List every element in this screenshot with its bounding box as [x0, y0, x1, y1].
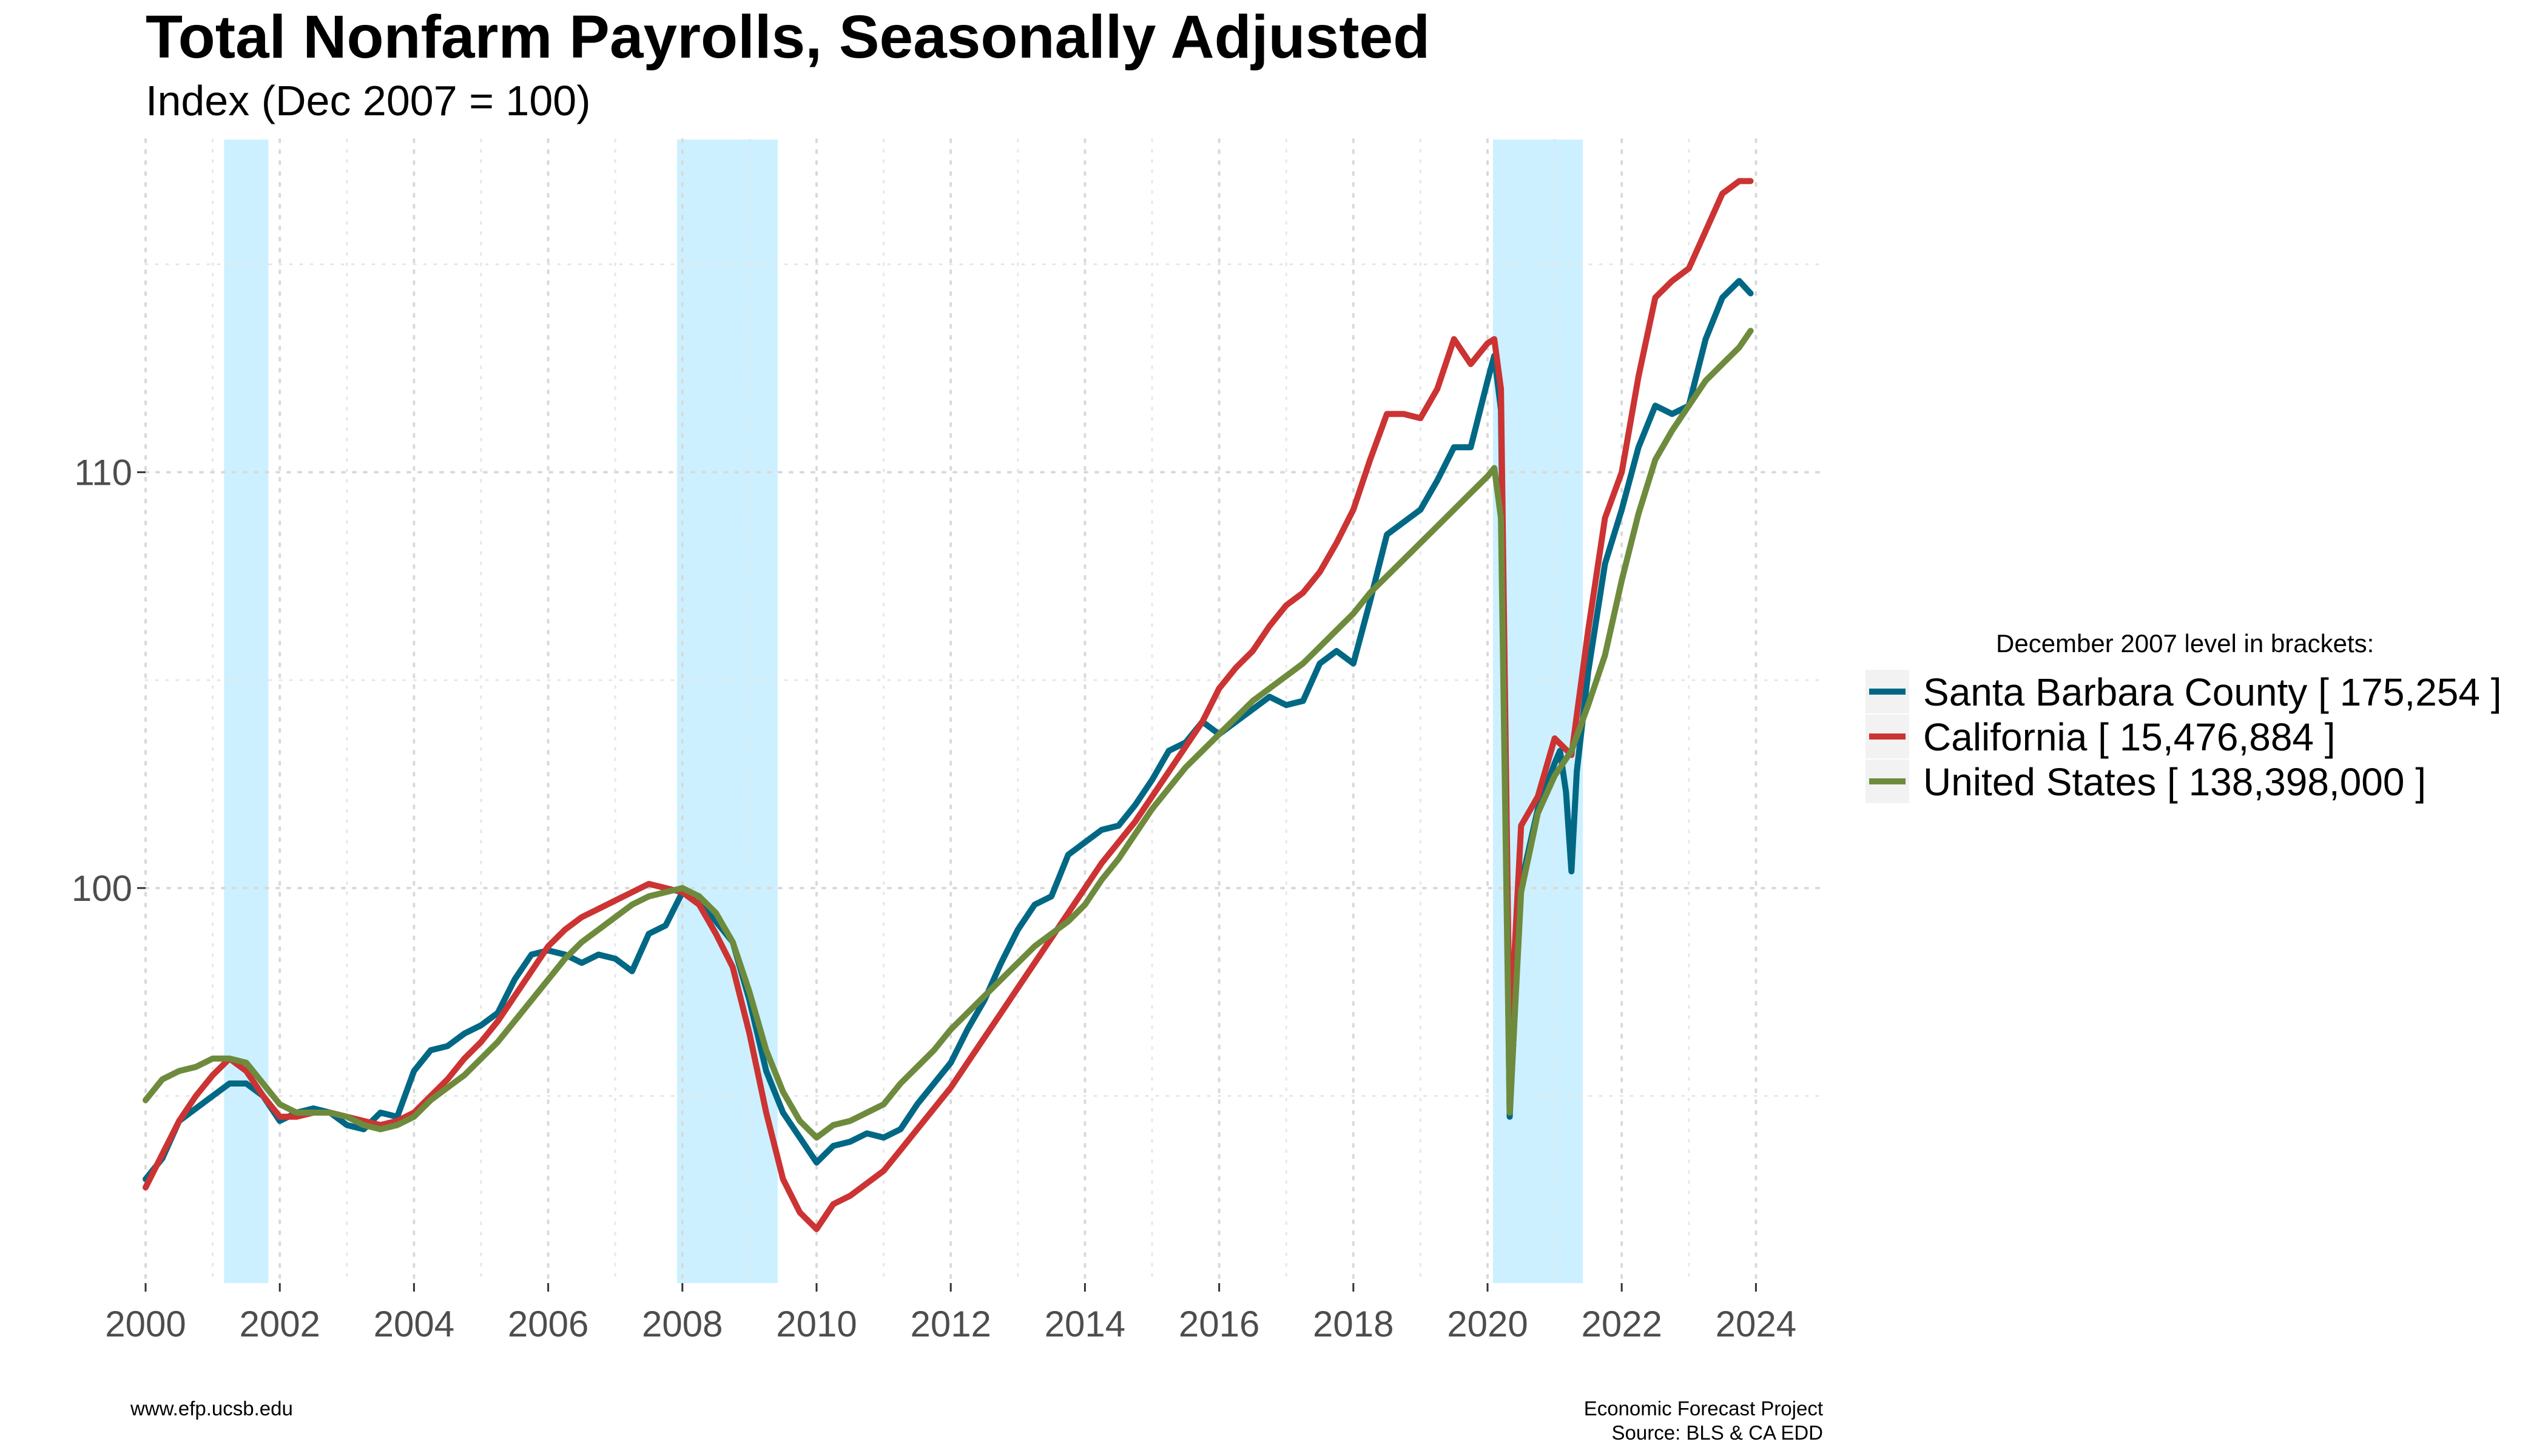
- caption-website: www.efp.ucsb.edu: [130, 1397, 293, 1420]
- x-tick-label: 2016: [1179, 1304, 1259, 1344]
- chart-subtitle: Index (Dec 2007 = 100): [146, 77, 591, 124]
- y-tick-label: 100: [72, 868, 132, 909]
- x-tick-label: 2022: [1581, 1304, 1662, 1344]
- x-tick-label: 2012: [910, 1304, 991, 1344]
- x-tick-label: 2014: [1045, 1304, 1125, 1344]
- y-tick-label: 110: [74, 452, 132, 493]
- x-tick-label: 2024: [1716, 1304, 1796, 1344]
- recession-band-1: [224, 140, 269, 1283]
- legend-entry-label: Santa Barbara County [ 175,254 ]: [1923, 670, 2502, 714]
- legend-entry-label: California [ 15,476,884 ]: [1923, 715, 2336, 759]
- axes: 2000 2002 2004 2006 2008 2010 2012 2014 2016 2018…: [72, 452, 1796, 1344]
- x-tick-label: 2010: [776, 1304, 857, 1344]
- x-tick-label: 2004: [374, 1304, 454, 1344]
- series-lines: [143, 178, 1754, 1232]
- recession-bands: [224, 140, 1583, 1283]
- grid-lines: [144, 138, 1824, 1284]
- x-tick-label: 2006: [508, 1304, 588, 1344]
- legend: December 2007 level in brackets: Santa B…: [1866, 629, 2502, 804]
- x-tick-label: 2000: [105, 1304, 186, 1344]
- caption-source: Source: BLS & CA EDD: [1612, 1421, 1823, 1444]
- x-tick-label: 2008: [642, 1304, 723, 1344]
- x-tick-label: 2020: [1447, 1304, 1528, 1344]
- x-tick-label: 2018: [1313, 1304, 1394, 1344]
- chart-title: Total Nonfarm Payrolls, Seasonally Adjus…: [146, 3, 1430, 71]
- series-line-3: [143, 328, 1754, 1141]
- caption-org: Economic Forecast Project: [1584, 1397, 1823, 1420]
- legend-entry-label: United States [ 138,398,000 ]: [1923, 760, 2426, 804]
- recession-band-2: [676, 140, 778, 1283]
- legend-title: December 2007 level in brackets:: [1996, 629, 2374, 658]
- x-tick-label: 2002: [239, 1304, 320, 1344]
